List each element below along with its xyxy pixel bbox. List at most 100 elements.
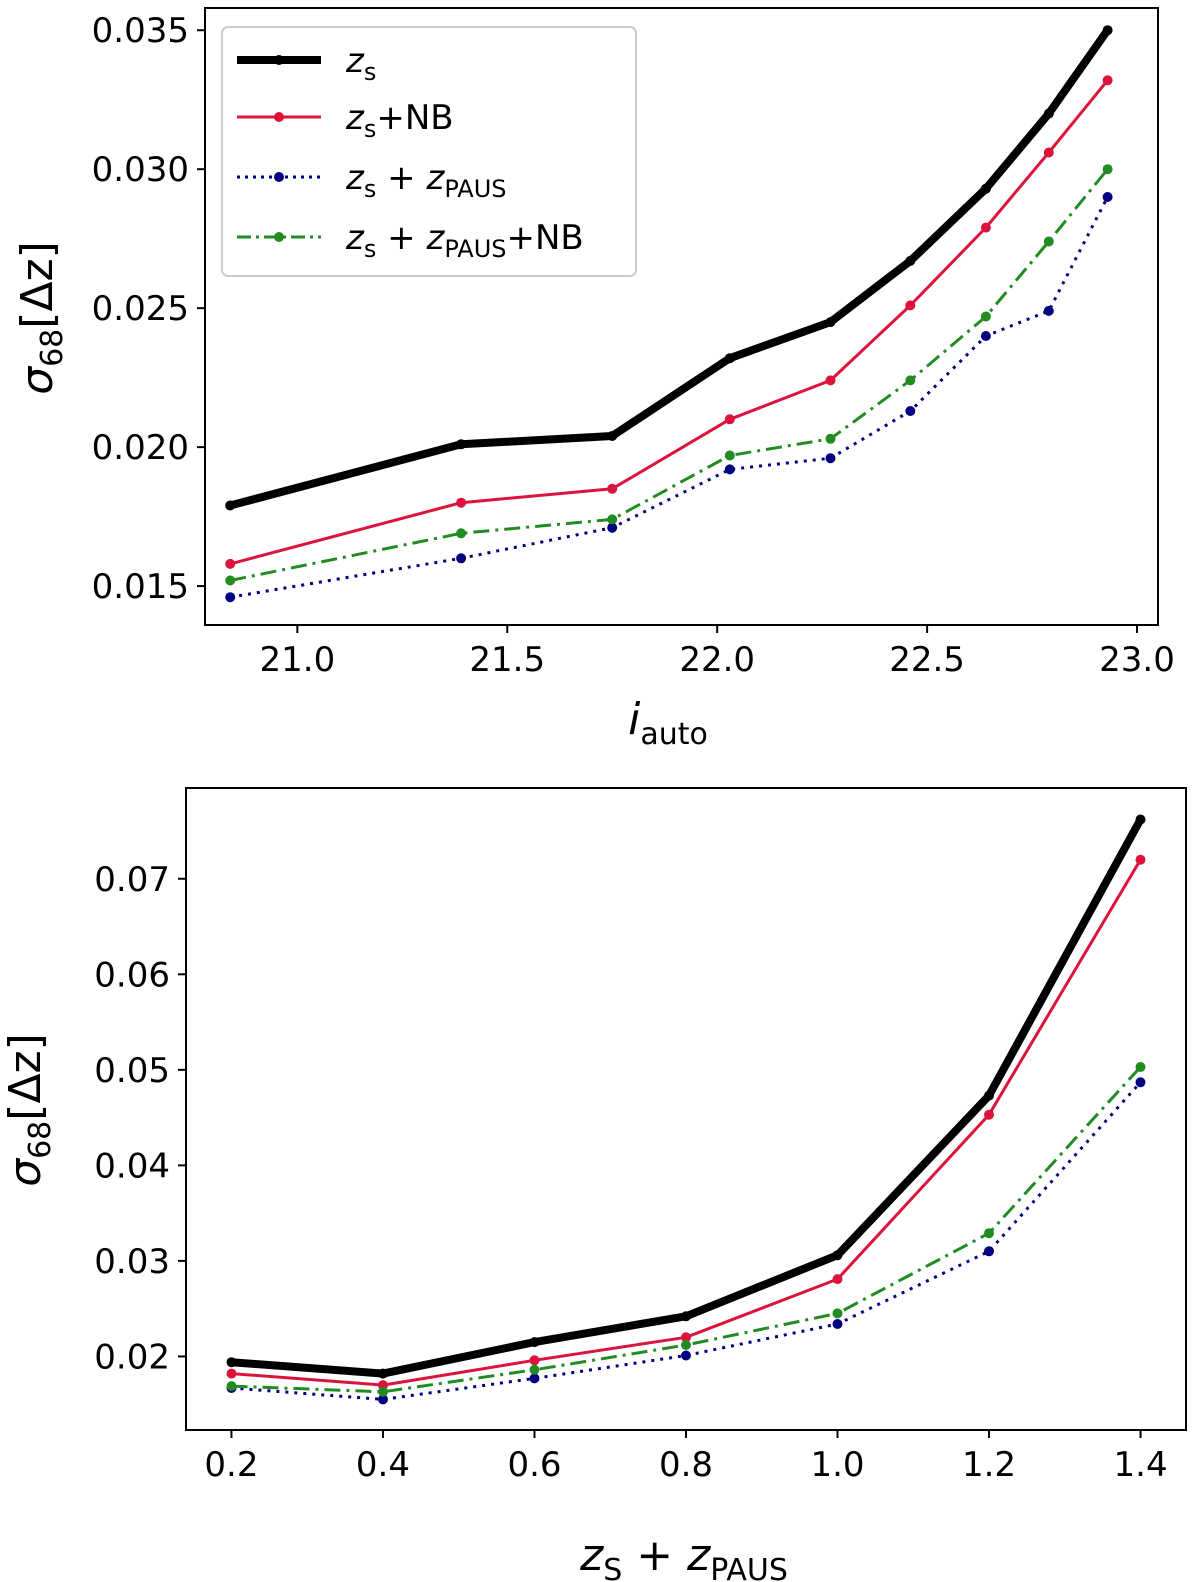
top-point-z-s-z-paus-nb-2 (607, 514, 618, 525)
bottom-point-z-s-z-paus-nb-0 (226, 1381, 237, 1392)
bottom-y-tick-label-3: 0.05 (94, 1051, 170, 1091)
bottom-point-z-s-z-paus-nb-6 (1135, 1062, 1146, 1072)
bottom-point-z-s-nb-5 (984, 1109, 994, 1120)
bottom-y-tick-label-1: 0.03 (94, 1242, 170, 1282)
top-point-z-s-z-paus-nb-4 (825, 433, 836, 444)
top-point-z-s-z-paus-4 (825, 453, 836, 464)
legend-item-zs-zpaus: zs + zPAUS (237, 158, 507, 203)
legend-marker-zs-zpaus (274, 172, 284, 182)
bottom-y-tick-label-4: 0.06 (94, 955, 170, 995)
legend-marker-zs (274, 55, 284, 65)
bottom-point-z-s-z-paus-4 (832, 1319, 843, 1329)
bottom-point-z-s-0 (226, 1357, 237, 1368)
top-point-z-s-z-paus-3 (724, 464, 735, 475)
top-point-z-s-nb-7 (1043, 147, 1054, 158)
bottom-point-z-s-z-paus-2 (529, 1373, 540, 1384)
top-series-group (225, 25, 1113, 603)
top-y-tick-label-1: 0.020 (92, 428, 189, 468)
top-point-z-s-nb-6 (980, 222, 991, 233)
top-point-z-s-z-paus-nb-3 (724, 450, 735, 461)
top-point-z-s-1 (456, 439, 467, 450)
bottom-point-z-s-z-paus-5 (984, 1246, 994, 1257)
top-point-z-s-nb-3 (724, 414, 735, 425)
top-point-z-s-nb-4 (825, 375, 836, 386)
bottom-x-axis-label: zS + zPAUS (579, 1530, 788, 1582)
bottom-point-z-s-nb-4 (832, 1274, 843, 1285)
top-point-z-s-8 (1102, 25, 1113, 36)
bottom-x-tick-label-3: 0.8 (659, 1445, 713, 1485)
top-chart: 21.0 21.5 22.0 22.5 23.0 0.015 0.020 0.025 0.030… (12, 7, 1175, 752)
top-y-tick-label-2: 0.025 (92, 289, 189, 329)
top-x-tick-label-4: 23.0 (1099, 640, 1175, 680)
legend-marker-zs-zpaus-nb (274, 232, 284, 242)
legend-label-zs-nb: zs+NB (345, 98, 454, 143)
bottom-series-line-z-s-nb (231, 858, 1142, 1387)
bottom-y-tick-label-5: 0.07 (94, 860, 170, 900)
bottom-x-tick-label-6: 1.4 (1114, 1445, 1168, 1485)
bottom-point-z-s-z-paus-nb-1 (378, 1386, 388, 1397)
bottom-point-z-s-1 (378, 1368, 388, 1379)
top-point-z-s-z-paus-nb-1 (456, 528, 467, 539)
top-point-z-s-z-paus-5 (905, 406, 916, 416)
bottom-point-z-s-z-paus-1 (378, 1394, 388, 1405)
top-x-tick-label-3: 22.5 (889, 640, 965, 680)
top-point-z-s-nb-2 (607, 483, 618, 494)
top-point-z-s-5 (905, 255, 916, 266)
top-series-line-z-s-z-paus (229, 196, 1109, 599)
top-point-z-s-z-paus-nb-5 (905, 375, 916, 386)
top-y-tick-label-0: 0.015 (92, 567, 189, 607)
legend-label-zs: zs (345, 41, 376, 86)
top-point-z-s-6 (980, 183, 991, 194)
bottom-x-tick-label-4: 1.0 (810, 1445, 864, 1485)
bottom-point-z-s-nb-3 (681, 1332, 691, 1343)
top-point-z-s-3 (724, 353, 735, 364)
legend-frame (221, 26, 637, 277)
bottom-point-z-s-z-paus-nb-3 (681, 1340, 691, 1350)
top-point-z-s-z-paus-1 (456, 553, 467, 564)
bottom-y-tick-label-2: 0.04 (94, 1146, 170, 1186)
bottom-point-z-s-3 (681, 1311, 691, 1322)
top-point-z-s-z-paus-nb-6 (980, 311, 991, 322)
top-y-axis-label: σ68[Δz] (12, 241, 70, 395)
top-point-z-s-z-paus-nb-0 (225, 575, 236, 586)
bottom-series-group (226, 814, 1146, 1405)
top-point-z-s-nb-8 (1102, 75, 1113, 86)
legend: zs zs+NB zs + zPAUS zs + zPAUS+NB (221, 26, 637, 277)
bottom-point-z-s-z-paus-6 (1135, 1077, 1146, 1088)
bottom-point-z-s-5 (984, 1090, 994, 1101)
top-y-tick-label-3: 0.030 (92, 150, 189, 190)
top-point-z-s-z-paus-2 (607, 522, 618, 533)
bottom-point-z-s-z-paus-nb-5 (984, 1228, 994, 1239)
bottom-chart: 0.2 0.4 0.6 0.8 1.0 1.2 1.4 0.02 0.03 0.04 0.05 0.0… (0, 787, 1187, 1582)
bottom-point-z-s-6 (1135, 814, 1146, 825)
bottom-point-z-s-4 (832, 1250, 843, 1261)
bottom-series-line-z-s (231, 817, 1145, 1378)
top-x-tick-label-0: 21.0 (260, 640, 336, 680)
top-x-tick-label-1: 21.5 (469, 640, 545, 680)
bottom-point-z-s-2 (529, 1337, 540, 1348)
bottom-y-tick-label-0: 0.02 (94, 1337, 170, 1377)
top-point-z-s-nb-1 (456, 497, 467, 508)
bottom-x-tick-label-5: 1.2 (962, 1445, 1016, 1485)
top-point-z-s-z-paus-8 (1102, 192, 1113, 202)
top-point-z-s-z-paus-0 (225, 592, 236, 603)
top-x-tick-label-2: 22.0 (679, 640, 755, 680)
bottom-axes-ticks: 0.2 0.4 0.6 0.8 1.0 1.2 1.4 0.02 0.03 0.04 0.05 0.0… (94, 860, 1167, 1485)
top-plot-frame (204, 7, 1159, 626)
bottom-point-z-s-nb-0 (226, 1368, 237, 1379)
legend-label-zs-zpaus: zs + zPAUS (345, 158, 507, 203)
legend-item-zs-nb: zs+NB (237, 98, 454, 143)
top-point-z-s-4 (825, 317, 836, 328)
bottom-x-tick-label-0: 0.2 (204, 1445, 258, 1485)
legend-item-zs-zpaus-nb: zs + zPAUS+NB (237, 218, 584, 263)
top-point-z-s-z-paus-6 (980, 331, 991, 341)
bottom-point-z-s-z-paus-nb-2 (529, 1364, 540, 1375)
legend-item-zs: zs (237, 41, 376, 86)
top-point-z-s-7 (1043, 108, 1054, 119)
bottom-y-axis-label: σ68[Δz] (0, 1033, 58, 1187)
top-point-z-s-0 (225, 500, 236, 511)
top-point-z-s-nb-5 (905, 300, 916, 311)
top-x-axis-label: iauto (628, 694, 708, 752)
top-point-z-s-z-paus-nb-7 (1043, 236, 1054, 247)
bottom-point-z-s-z-paus-nb-4 (832, 1308, 843, 1319)
